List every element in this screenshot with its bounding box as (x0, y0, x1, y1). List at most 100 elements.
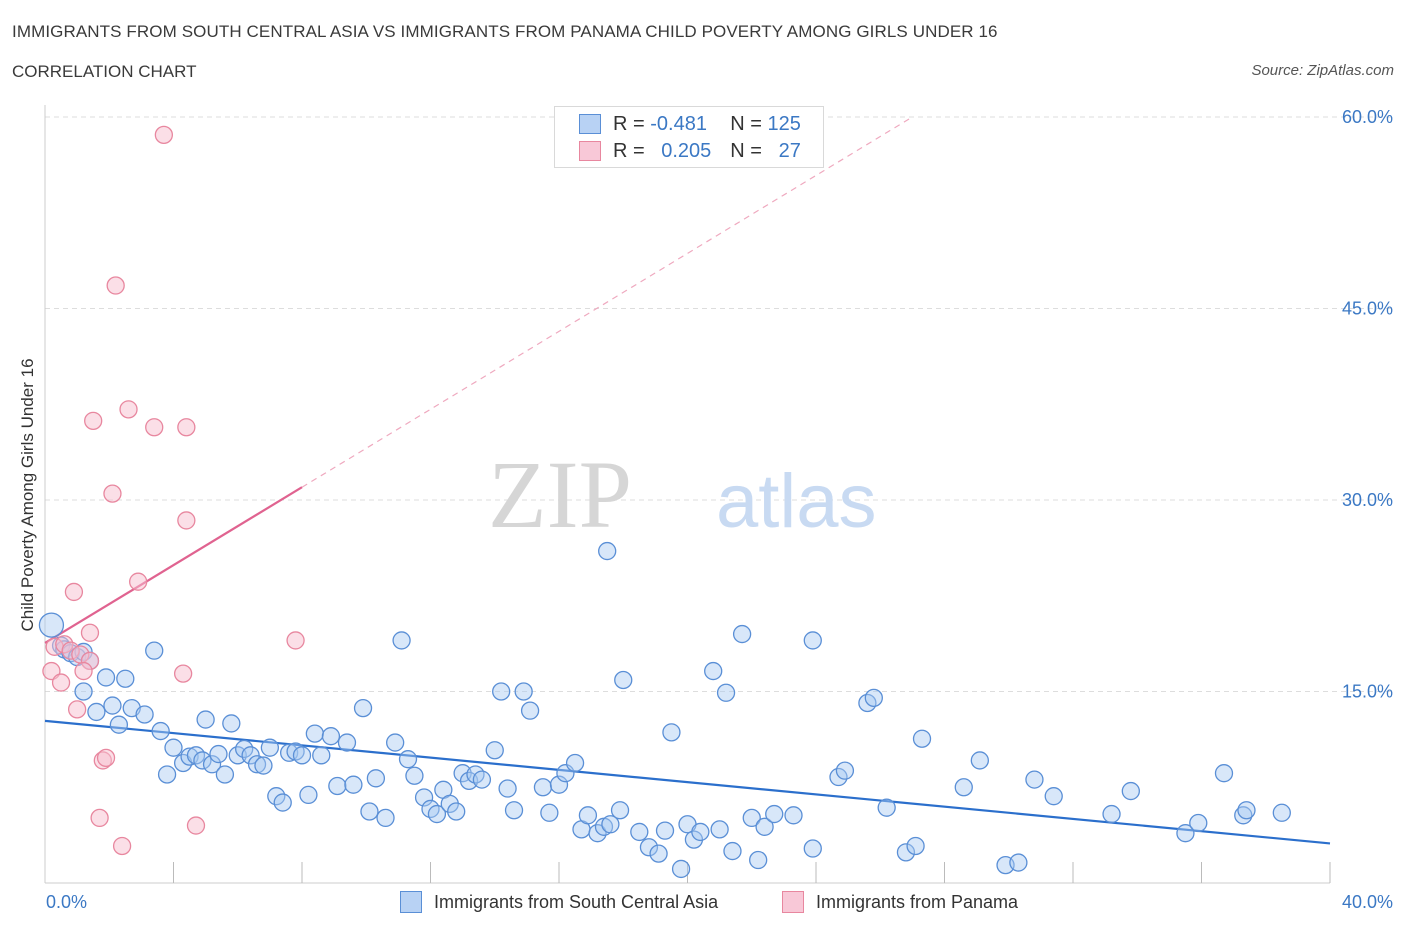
point-south-central-asia (906, 836, 925, 856)
point-panama (186, 816, 206, 835)
x-tick-label: 0.0% (46, 892, 87, 912)
point-south-central-asia (222, 714, 241, 733)
point-south-central-asia (710, 820, 729, 839)
legend-n-label: N = (730, 112, 762, 135)
point-panama (96, 748, 116, 768)
point-panama (177, 418, 196, 437)
point-south-central-asia (1009, 853, 1028, 872)
point-south-central-asia (392, 631, 411, 650)
point-south-central-asia (749, 850, 768, 870)
legend-r-value: -0.481 (650, 112, 707, 135)
point-south-central-asia (299, 785, 318, 805)
watermark-zip: ZIP (488, 441, 632, 548)
legend-row-panama: R = 0.205 N = 27 (579, 138, 801, 164)
trend-layer (44, 116, 1331, 845)
point-south-central-asia (96, 668, 116, 687)
point-south-central-asia (312, 746, 331, 765)
point-south-central-asia (87, 702, 106, 722)
point-south-central-asia (202, 755, 222, 774)
watermark-atlas: atlas (716, 459, 877, 544)
point-south-central-asia (716, 683, 736, 702)
point-south-central-asia (260, 738, 280, 757)
point-panama (67, 700, 87, 719)
point-south-central-asia (954, 778, 973, 797)
point-south-central-asia (755, 817, 774, 836)
point-panama (286, 631, 305, 650)
point-south-central-asia (1234, 806, 1253, 825)
point-panama (112, 836, 132, 856)
point-south-central-asia (671, 859, 691, 879)
watermark: ZIP atlas (488, 441, 877, 548)
point-south-central-asia (610, 801, 630, 820)
point-south-central-asia (472, 770, 492, 789)
bottom-legend-label: Immigrants from Panama (816, 891, 1019, 912)
point-south-central-asia (784, 806, 803, 825)
trend-line-south-central-asia (44, 719, 1331, 845)
point-panama (154, 125, 174, 145)
legend-swatch-blue (579, 114, 601, 134)
stats-legend: R = -0.481 N = 125 R = 0.205 N = 27 (554, 106, 824, 168)
y-tick-label: 60.0% (1342, 107, 1393, 127)
x-tick-label: 40.0% (1342, 892, 1393, 912)
point-south-central-asia (292, 746, 312, 765)
point-south-central-asia (305, 724, 325, 743)
y-tick-label: 45.0% (1342, 299, 1393, 319)
point-south-central-asia (912, 729, 932, 748)
point-south-central-asia (414, 788, 434, 807)
grid-layer (45, 116, 1395, 692)
bottom-legend-swatch-blue (400, 891, 422, 913)
trend-line-panama-extension (301, 116, 913, 488)
point-south-central-asia (209, 744, 228, 764)
point-south-central-asia (765, 804, 784, 824)
legend-r-label: R = (613, 139, 645, 162)
point-south-central-asia (321, 727, 341, 746)
point-south-central-asia (1189, 813, 1208, 833)
point-south-central-asia (549, 775, 569, 794)
point-panama (80, 623, 100, 642)
point-south-central-asia (630, 822, 649, 842)
legend-row-south-central-asia: R = -0.481 N = 125 (579, 111, 801, 137)
point-south-central-asia (877, 798, 896, 817)
point-south-central-asia (1025, 770, 1044, 789)
point-south-central-asia (492, 682, 511, 701)
point-south-central-asia (366, 769, 386, 788)
point-panama (119, 400, 138, 419)
point-south-central-asia (704, 661, 723, 681)
point-south-central-asia (649, 844, 668, 863)
point-south-central-asia (742, 808, 761, 828)
point-south-central-asia (254, 756, 273, 775)
legend-n-label: N = (730, 139, 762, 162)
trend-line-panama (44, 486, 303, 644)
point-south-central-asia (1237, 801, 1256, 820)
point-south-central-asia (247, 755, 267, 774)
point-south-central-asia (164, 738, 183, 757)
chart-subtitle: CORRELATION CHART (12, 62, 197, 81)
point-south-central-asia (196, 710, 215, 729)
point-panama (177, 511, 196, 530)
point-south-central-asia (598, 541, 617, 561)
point-south-central-asia (614, 670, 633, 690)
point-south-central-asia (116, 669, 135, 688)
point-south-central-asia (344, 775, 363, 794)
point-south-central-asia (145, 641, 164, 660)
bottom-legend-item-panama: Immigrants from Panama (782, 888, 1018, 916)
point-south-central-asia (835, 761, 855, 780)
bottom-legend-swatch-pink (782, 891, 804, 913)
point-south-central-asia (157, 765, 177, 784)
y-tick-label: 15.0% (1342, 682, 1393, 702)
point-south-central-asia (864, 688, 883, 708)
point-south-central-asia (405, 766, 424, 785)
point-panama (74, 661, 93, 681)
tick-labels: 15.0% 30.0% 45.0% 60.0% 0.0% 40.0% (46, 107, 1393, 912)
point-south-central-asia (241, 746, 260, 765)
point-panama (103, 484, 122, 503)
point-south-central-asia (398, 750, 418, 769)
point-south-central-asia (353, 698, 373, 718)
legend-r-value: 0.205 (661, 139, 712, 162)
point-panama (106, 276, 125, 295)
point-south-central-asia (803, 839, 822, 858)
point-south-central-asia (498, 779, 517, 798)
point-south-central-asia (662, 723, 681, 742)
point-south-central-asia (970, 751, 989, 770)
